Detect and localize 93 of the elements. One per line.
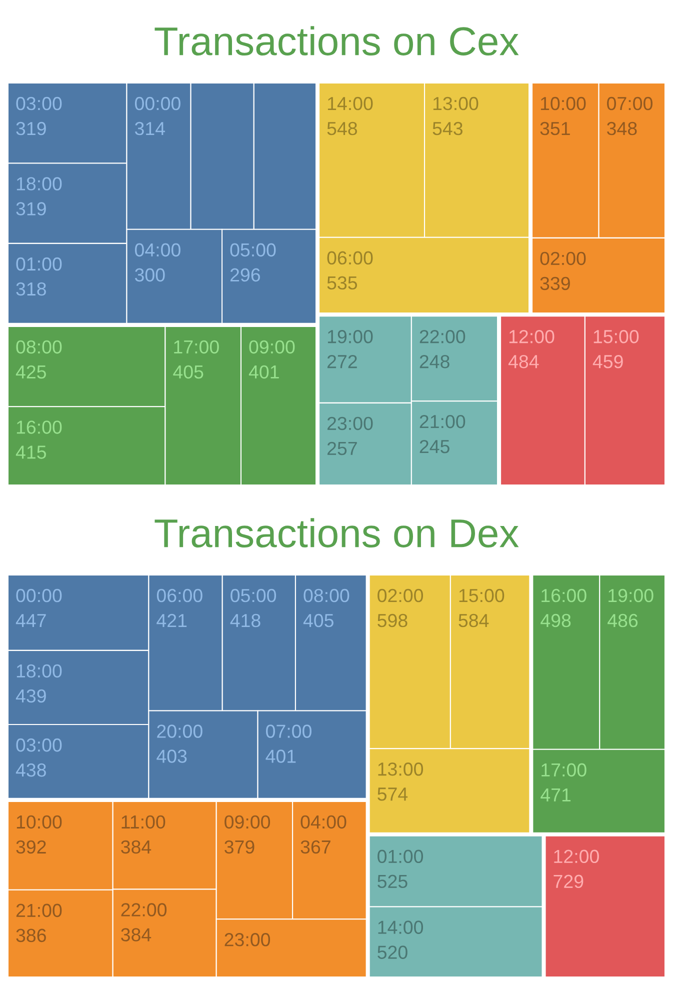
category-label: 22:00 — [420, 330, 466, 344]
category-label: 10:00 — [540, 96, 586, 110]
data-label: 401 — [266, 750, 296, 763]
category-label: 06:00 — [156, 588, 202, 602]
category-label: 03:00 — [16, 738, 62, 752]
category-label: 12:00 — [509, 330, 554, 344]
data-label: 425 — [16, 365, 46, 379]
data-label: 471 — [540, 788, 571, 802]
data-label: 484 — [508, 354, 539, 368]
data-label: 319 — [16, 122, 46, 136]
category-label: 15:00 — [594, 330, 639, 344]
category-label: 09:00 — [249, 340, 295, 354]
category-label: 20:00 — [157, 724, 202, 738]
data-label: 438 — [16, 763, 46, 777]
category-label: 08:00 — [304, 588, 350, 602]
category-label: 04:00 — [300, 815, 346, 829]
data-label: 548 — [327, 122, 358, 136]
category-label: 05:00 — [230, 588, 276, 602]
category-label: 13:00 — [433, 96, 478, 110]
data-label: 486 — [608, 614, 638, 628]
data-label: 248 — [420, 354, 450, 368]
category-label: 17:00 — [174, 340, 219, 354]
data-label: 318 — [16, 282, 46, 296]
category-label: 00:00 — [16, 588, 62, 602]
data-label: 459 — [592, 354, 623, 368]
data-label: 384 — [121, 840, 152, 854]
data-label: 415 — [16, 446, 46, 459]
category-label: 10:00 — [16, 815, 62, 829]
data-label: 319 — [16, 202, 46, 216]
data-label: 421 — [156, 614, 187, 627]
data-label: 379 — [224, 840, 254, 854]
data-label: 574 — [378, 788, 408, 801]
category-label: 16:00 — [16, 420, 62, 434]
category-label: 12:00 — [554, 850, 599, 864]
category-label: 23:00 — [327, 416, 373, 430]
data-label: 384 — [121, 928, 152, 942]
data-label: 392 — [16, 840, 46, 854]
data-label: 257 — [327, 442, 357, 456]
category-label: 08:00 — [16, 340, 62, 354]
data-label: 543 — [432, 122, 462, 136]
data-label: 439 — [16, 689, 46, 703]
data-label: 351 — [540, 122, 570, 136]
category-label: 22:00 — [121, 903, 167, 916]
category-label: 18:00 — [16, 177, 62, 190]
category-label: 13:00 — [378, 762, 424, 776]
category-label: 11:00 — [122, 815, 166, 829]
category-label: 16:00 — [542, 588, 586, 602]
data-label: 401 — [248, 365, 279, 379]
data-label: 367 — [300, 840, 330, 854]
data-label: 300 — [134, 268, 165, 282]
category-label: 19:00 — [328, 330, 373, 344]
category-label: 18:00 — [16, 664, 62, 678]
category-label: 21:00 — [16, 904, 62, 918]
category-label: 15:00 — [459, 588, 504, 602]
category-label: 05:00 — [230, 243, 276, 257]
category-label: 09:00 — [224, 815, 270, 829]
category-label: 04:00 — [134, 243, 180, 257]
category-label: 07:00 — [266, 724, 312, 738]
category-label: 14:00 — [328, 96, 373, 110]
data-label: 447 — [16, 614, 46, 627]
category-label: 23:00 — [224, 933, 270, 946]
category-label: 01:00 — [378, 850, 424, 864]
category-label: 07:00 — [607, 96, 652, 110]
category-label: 01:00 — [16, 257, 62, 271]
data-label: 403 — [156, 750, 187, 763]
data-label: 296 — [230, 268, 260, 282]
data-label: 245 — [420, 440, 450, 454]
data-label: 405 — [303, 614, 334, 628]
text: Transactions on Cex — [154, 26, 519, 56]
category-label: 17:00 — [542, 763, 586, 777]
category-label: 19:00 — [608, 588, 654, 602]
data-label: 729 — [554, 874, 584, 888]
data-label: 418 — [230, 614, 260, 628]
category-label: 00:00 — [134, 96, 180, 110]
category-label: 06:00 — [327, 251, 373, 265]
data-label: 535 — [327, 276, 358, 290]
data-label: 314 — [134, 122, 165, 136]
data-label: 405 — [173, 365, 204, 379]
data-label: 272 — [327, 354, 357, 368]
data-label: 598 — [378, 614, 408, 628]
category-label: 02:00 — [540, 252, 586, 266]
data-label: 386 — [16, 928, 46, 942]
category-label: 03:00 — [16, 96, 62, 110]
data-label: 348 — [607, 122, 637, 136]
category-label: 21:00 — [420, 414, 466, 428]
data-label: 525 — [378, 874, 408, 888]
data-label: 584 — [458, 614, 489, 628]
data-label: 498 — [540, 614, 571, 628]
data-label: 520 — [378, 946, 408, 959]
category-label: 14:00 — [378, 920, 424, 934]
category-label: 02:00 — [378, 588, 424, 602]
data-label: 339 — [540, 276, 570, 290]
text: Transactions on Dex — [154, 518, 519, 548]
